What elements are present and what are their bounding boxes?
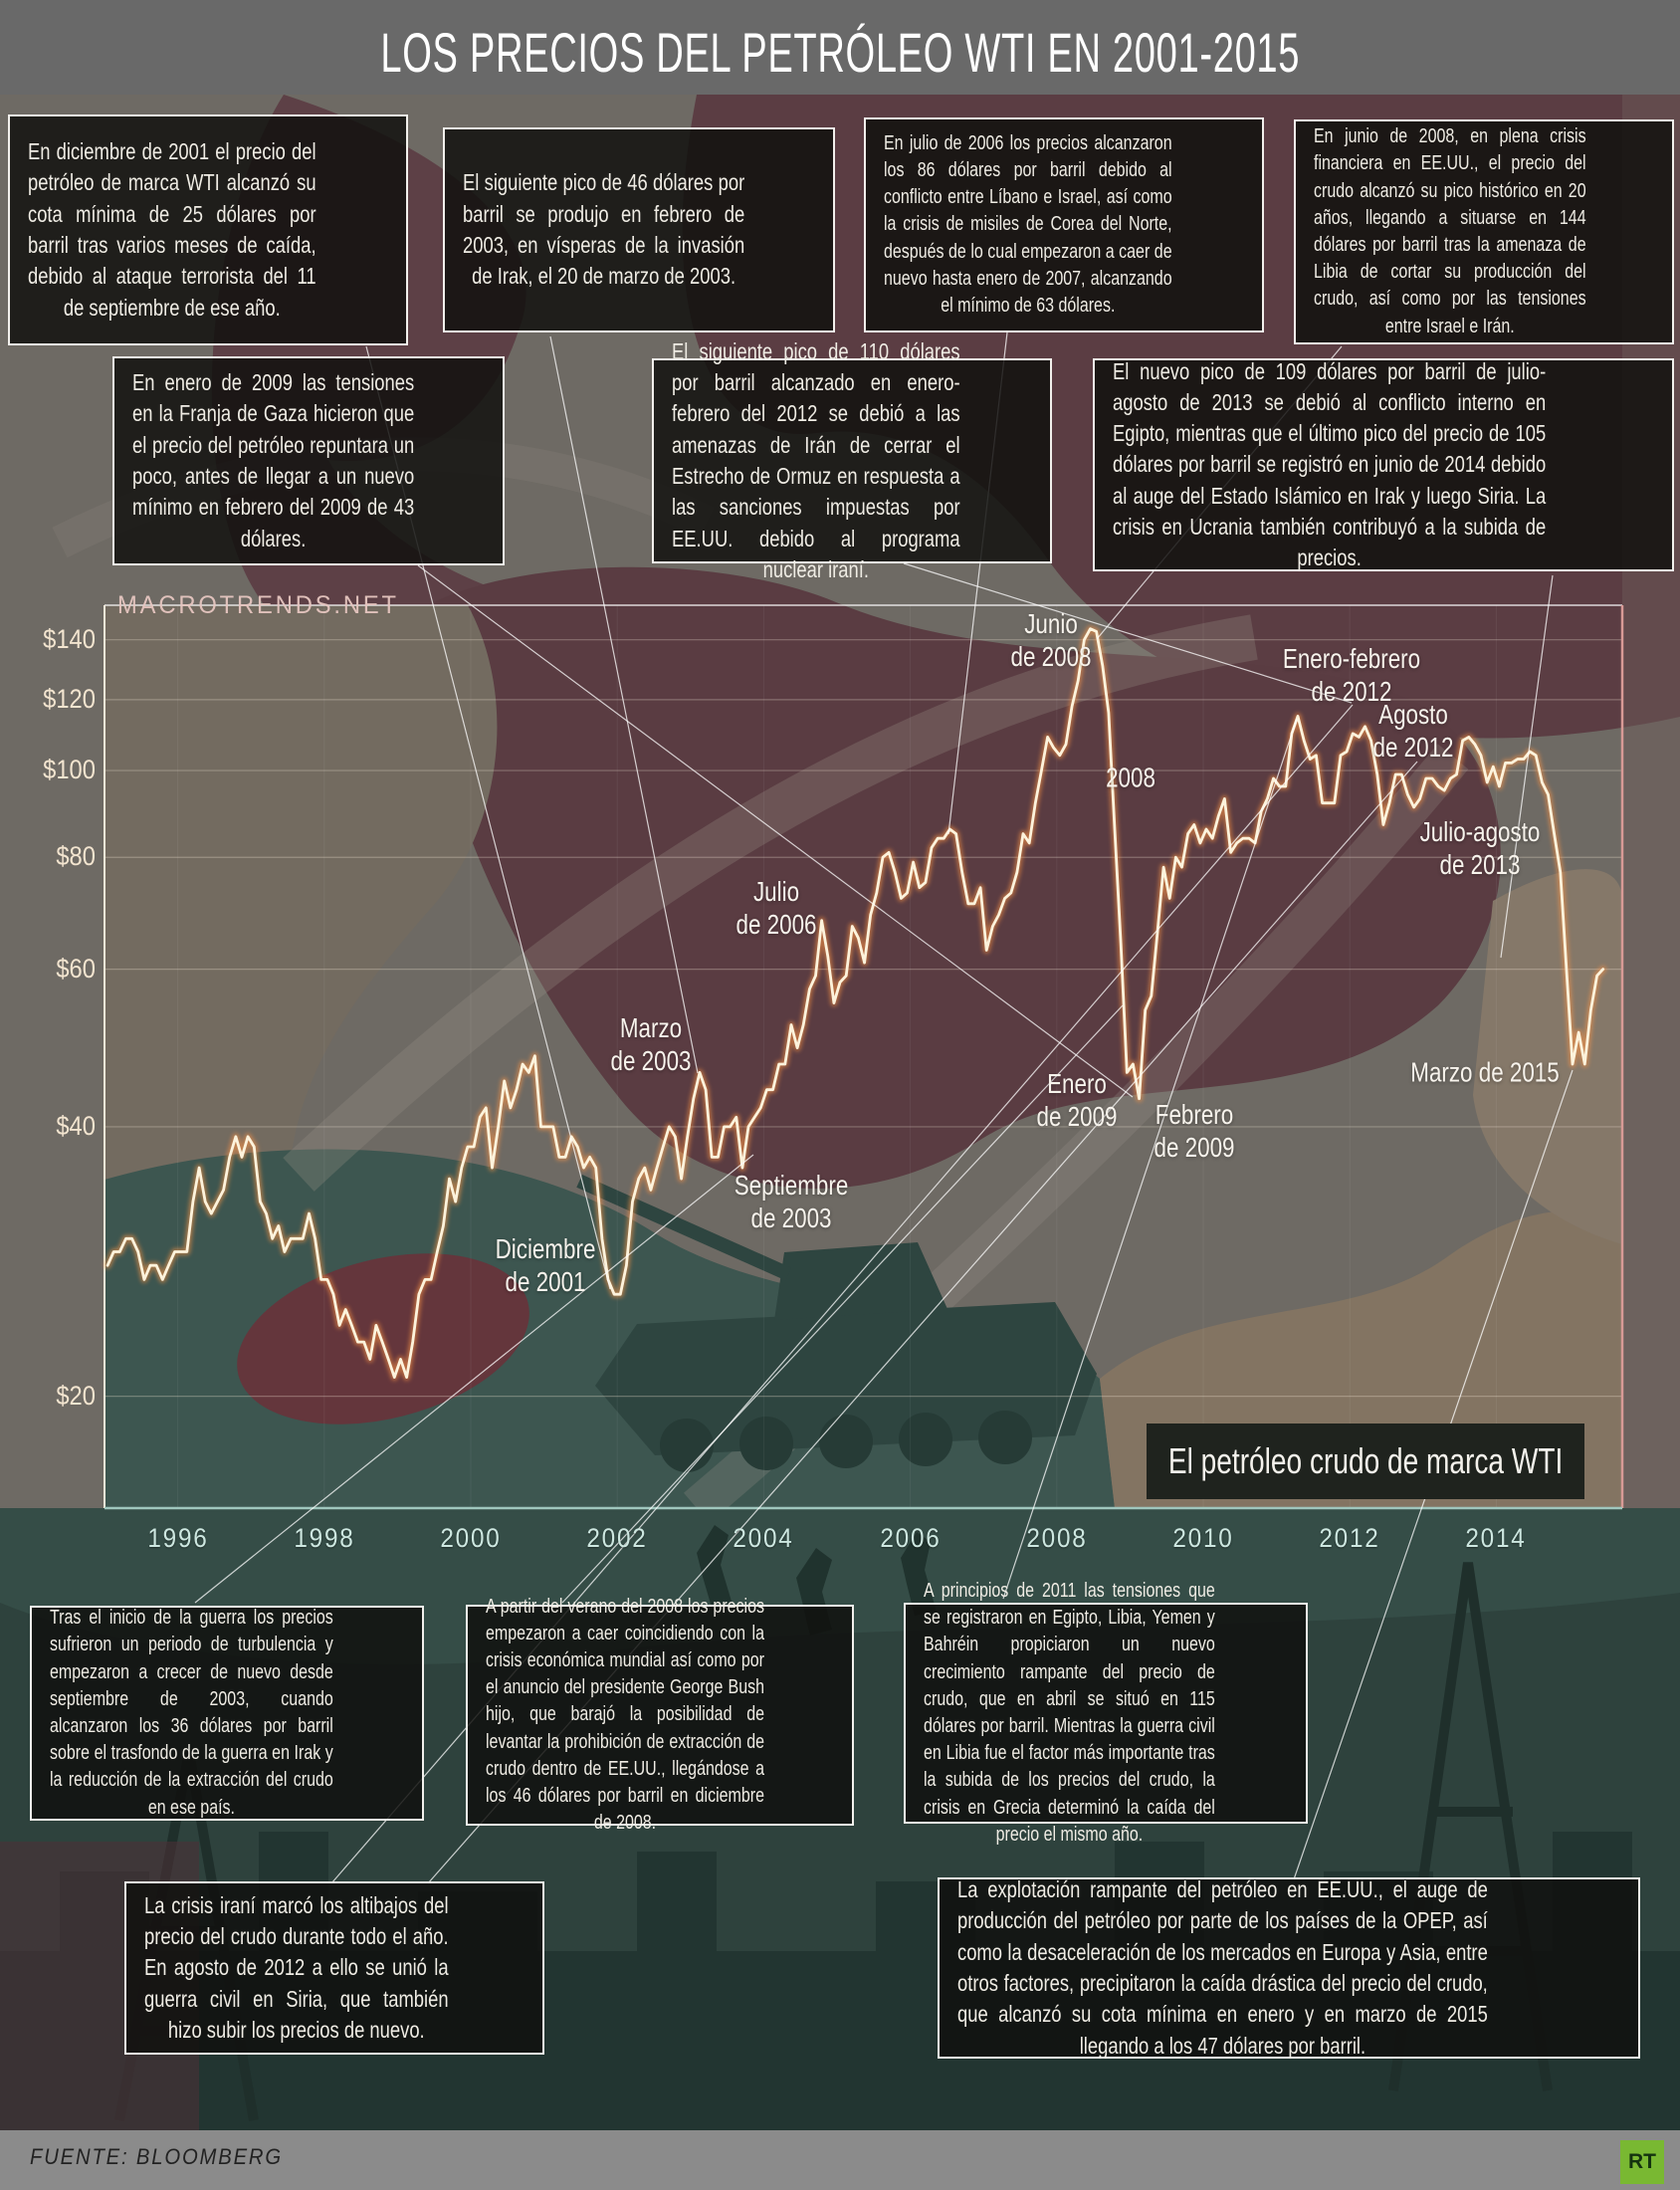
y-tick-label: $120 xyxy=(43,683,96,714)
connector-line xyxy=(417,564,1134,1098)
callout-verano-2008: A partir del verano del 2008 los precios… xyxy=(466,1596,854,1834)
callout-text: El siguiente pico de 46 dólares por barr… xyxy=(463,169,745,290)
series-label-box: El petróleo crudo de marca WTI xyxy=(1147,1424,1584,1499)
callout-febrero-2003: El siguiente pico de 46 dólares por barr… xyxy=(443,127,835,332)
x-tick-label: 2006 xyxy=(879,1523,942,1553)
chart-annotation-julio-agosto-2013: Julio-agosto de 2013 xyxy=(1419,815,1541,880)
chart-annotation-marzo-2015: Marzo de 2015 xyxy=(1410,1056,1560,1088)
callout-2011: A principios de 2011 las tensiones que s… xyxy=(904,1580,1308,1846)
x-tick-label: 2014 xyxy=(1465,1523,1528,1553)
x-tick-label: 2002 xyxy=(586,1523,648,1553)
title-band-bg xyxy=(0,0,1680,95)
x-tick-label: 1998 xyxy=(294,1523,355,1553)
callout-text: A principios de 2011 las tensiones que s… xyxy=(924,1580,1215,1846)
callout-diciembre-2001: En diciembre de 2001 el precio del petró… xyxy=(8,114,408,345)
y-tick-label: $100 xyxy=(43,755,96,785)
page-title: LOS PRECIOS DEL PETRÓLEO WTI EN 2001-201… xyxy=(0,10,1680,94)
price-line xyxy=(105,627,1605,1379)
beige-field-right xyxy=(1473,869,1622,1244)
y-tick-label: $60 xyxy=(56,953,96,984)
chart-annotation-enero-febrero-2012: Enero-febrero de 2012 xyxy=(1282,642,1421,707)
connector-line xyxy=(549,335,699,1074)
callout-text: En junio de 2008, en plena crisis financ… xyxy=(1314,125,1586,337)
y-tick-label: $40 xyxy=(56,1110,96,1141)
callout-text: En diciembre de 2001 el precio del petró… xyxy=(28,138,316,321)
chart-annotation-junio-2008: Junio de 2008 xyxy=(1010,607,1092,672)
tank-silhouette xyxy=(576,1175,1097,1472)
chart-annotation-diciembre-2001: Diciembre de 2001 xyxy=(495,1232,596,1297)
chart-annotation-2008: 2008 xyxy=(1106,762,1155,793)
series-label-text: El petróleo crudo de marca WTI xyxy=(1167,1440,1564,1481)
chart-annotation-marzo-2003: Marzo de 2003 xyxy=(610,1011,692,1076)
callout-text: La crisis iraní marcó los altibajos del … xyxy=(144,1891,449,2043)
y-tick-label: $20 xyxy=(56,1380,96,1411)
callout-text: Tras el inicio de la guerra los precios … xyxy=(50,1607,333,1819)
callout-enero-febrero-2012: El siguiente pico de 110 dólares por bar… xyxy=(652,338,1052,582)
callout-text: En enero de 2009 las tensiones en la Fra… xyxy=(132,369,415,551)
chart-annotation-agosto-2012: Agosto de 2012 xyxy=(1372,698,1454,763)
callout-text: El siguiente pico de 110 dólares por bar… xyxy=(672,337,960,582)
callout-enero-2009: En enero de 2009 las tensiones en la Fra… xyxy=(112,356,505,565)
connector-line xyxy=(561,1004,1124,1604)
callout-caida-2015: La explotación rampante del petróleo en … xyxy=(938,1876,1640,2059)
footer-band xyxy=(0,2130,1680,2190)
y-tick-label: $140 xyxy=(43,623,96,654)
x-tick-label: 1996 xyxy=(146,1523,209,1553)
olive-field xyxy=(105,605,498,1200)
source-credit: FUENTE: BLOOMBERG xyxy=(30,2144,283,2169)
y-tick-label: $80 xyxy=(56,841,96,872)
connector-line xyxy=(1002,718,1298,1600)
callout-text: La explotación rampante del petróleo en … xyxy=(957,1876,1488,2059)
connector-line xyxy=(1500,574,1554,959)
page-title-text: LOS PRECIOS DEL PETRÓLEO WTI EN 2001-201… xyxy=(380,20,1300,84)
macrotrends-watermark: MACROTRENDS.NET xyxy=(117,591,399,619)
x-tick-label: 2012 xyxy=(1319,1523,1380,1553)
callout-junio-2008: En junio de 2008, en plena crisis financ… xyxy=(1294,119,1674,344)
x-tick-label: 2010 xyxy=(1172,1523,1234,1553)
x-tick-label: 2000 xyxy=(440,1523,502,1553)
connector-line xyxy=(903,562,1353,704)
chart-annotation-enero-2009: Enero de 2009 xyxy=(1036,1067,1118,1132)
callout-text: En julio de 2006 los precios alcanzaron … xyxy=(884,131,1172,317)
callout-crisis-irani: La crisis iraní marcó los altibajos del … xyxy=(124,1881,544,2055)
callout-2013-2014: El nuevo pico de 109 dólares por barril … xyxy=(1093,358,1674,571)
callout-julio-2006: En julio de 2006 los precios alcanzaron … xyxy=(864,117,1264,332)
x-tick-label: 2004 xyxy=(733,1523,795,1553)
connector-line xyxy=(194,1154,754,1604)
rt-logo-text: RT xyxy=(1628,2150,1656,2173)
callout-text: El nuevo pico de 109 dólares por barril … xyxy=(1113,357,1547,571)
callout-text: A partir del verano del 2008 los precios… xyxy=(486,1595,764,1835)
chart-annotation-febrero-2009: Febrero de 2009 xyxy=(1154,1098,1235,1163)
gray-swoosh-1 xyxy=(283,614,1258,1192)
x-tick-label: 2008 xyxy=(1026,1523,1088,1553)
chart-annotation-julio-2006: Julio de 2006 xyxy=(735,875,817,940)
callout-guerra-irak: Tras el inicio de la guerra los precios … xyxy=(30,1606,424,1821)
chart-annotation-septiembre-2003: Septiembre de 2003 xyxy=(734,1169,849,1233)
rt-logo: RT xyxy=(1620,2140,1664,2184)
